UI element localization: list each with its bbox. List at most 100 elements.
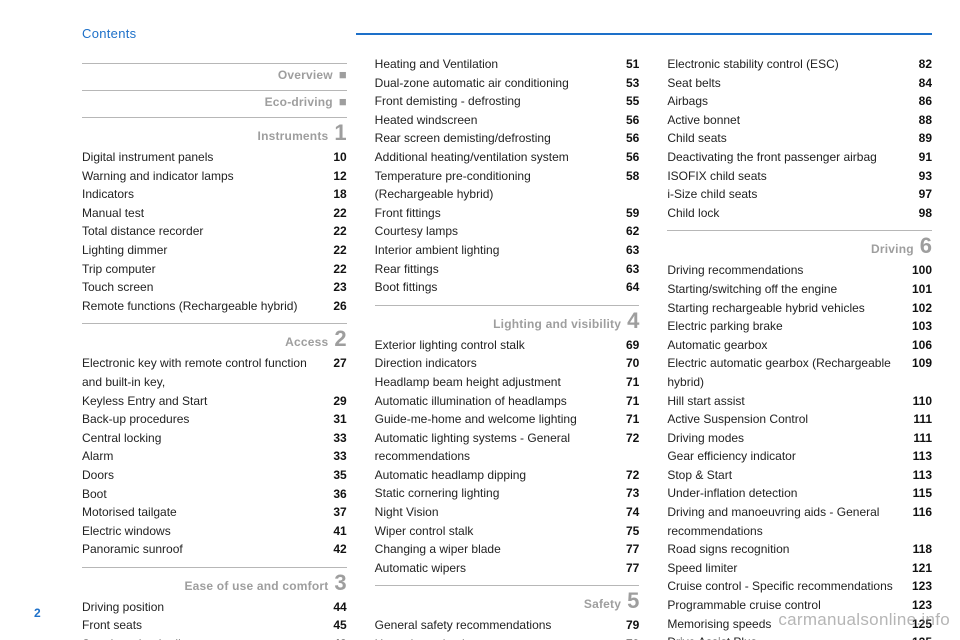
toc-label: Drive Assist Plus [667,633,906,640]
toc-label: Doors [82,466,321,485]
toc-row: Gear efficiency indicator113 [667,447,932,466]
section-number: 1 [334,122,346,144]
toc-page: 71 [613,392,639,411]
toc-page: 111 [906,429,932,448]
toc-label: Central locking [82,429,321,448]
toc-page: 73 [613,484,639,503]
toc-label: Automatic gearbox [667,336,906,355]
toc-page: 33 [321,447,347,466]
toc-label: Heating and Ventilation [375,55,614,74]
section-rule [82,567,347,568]
toc-page: 102 [906,299,932,318]
toc-page: 86 [906,92,932,111]
toc-page: 23 [321,278,347,297]
toc-row: Active bonnet88 [667,111,932,130]
toc-label: Exterior lighting control stalk [375,336,614,355]
toc-page: 22 [321,260,347,279]
section-marker-icon: ■ [339,95,347,108]
toc-label: Automatic illumination of headlamps [375,392,614,411]
toc-page: 22 [321,241,347,260]
toc-label: Cruise control - Specific recommendation… [667,577,906,596]
section-head: Lighting and visibility4 [375,310,640,332]
section-head: Ease of use and comfort3 [82,572,347,594]
toc-label: Front demisting - defrosting [375,92,614,111]
toc-row: Touch screen23 [82,278,347,297]
toc-page: 79 [613,635,639,640]
toc-page: 98 [906,204,932,223]
toc-page: 101 [906,280,932,299]
toc-label: Under-inflation detection [667,484,906,503]
toc-page: 62 [613,222,639,241]
toc-label: Additional heating/ventilation system [375,148,614,167]
toc-label: Headlamp beam height adjustment [375,373,614,392]
toc-label: Alarm [82,447,321,466]
toc-label: Manual test [82,204,321,223]
toc-page: 91 [906,148,932,167]
toc-row: Starting rechargeable hybrid vehicles102 [667,299,932,318]
toc-row: Child seats89 [667,129,932,148]
toc-row: Headlamp beam height adjustment71 [375,373,640,392]
toc-page: 44 [321,598,347,617]
toc-label: Front seats [82,616,321,635]
toc-row: i-Size child seats97 [667,185,932,204]
section-number: 3 [334,572,346,594]
toc-page: 35 [321,466,347,485]
toc-label: General safety recommendations [375,616,614,635]
section-title: Safety [584,597,621,611]
toc-label: Deactivating the front passenger airbag [667,148,906,167]
toc-page: 106 [906,336,932,355]
toc-row: Starting/switching off the engine101 [667,280,932,299]
toc-label: Interior ambient lighting [375,241,614,260]
toc-page: 63 [613,241,639,260]
toc-label: Heated windscreen [375,111,614,130]
section-title: Lighting and visibility [493,317,621,331]
toc-page: 37 [321,503,347,522]
toc-page: 118 [906,540,932,559]
toc-label: Front fittings [375,204,614,223]
toc-label: Electric automatic gearbox (Rechargeable… [667,354,906,391]
toc-page: 63 [613,260,639,279]
toc-page: 113 [906,447,932,466]
toc-row: Driving and manoeuvring aids - General r… [667,503,932,540]
toc-label: Active Suspension Control [667,410,906,429]
section-rule [82,323,347,324]
toc-label: Speed limiter [667,559,906,578]
toc-label: Total distance recorder [82,222,321,241]
toc-row: Back-up procedures31 [82,410,347,429]
section-rule [667,230,932,231]
toc-label: Motorised tailgate [82,503,321,522]
toc-page: 113 [906,466,932,485]
toc-label: Digital instrument panels [82,148,321,167]
toc-label: Hill start assist [667,392,906,411]
toc-row: Driving modes111 [667,429,932,448]
section-title: Instruments [258,129,329,143]
toc-label: Child seats [667,129,906,148]
toc-page: 116 [906,503,932,522]
toc-label: Touch screen [82,278,321,297]
toc-label: Driving recommendations [667,261,906,280]
toc-label: ISOFIX child seats [667,167,906,186]
toc-row: Alarm33 [82,447,347,466]
toc-label: Gear efficiency indicator [667,447,906,466]
page: Contents Overview■Eco-driving■Instrument… [0,0,960,640]
toc-page: 51 [613,55,639,74]
section-marker-icon: ■ [339,68,347,81]
toc-row: Deactivating the front passenger airbag9… [667,148,932,167]
toc-row: Exterior lighting control stalk69 [375,336,640,355]
toc-row: Manual test22 [82,204,347,223]
header-rule [356,33,932,35]
toc-page: 18 [321,185,347,204]
toc-row: Active Suspension Control111 [667,410,932,429]
toc-row: Wiper control stalk75 [375,522,640,541]
section-number: 2 [334,328,346,350]
toc-row: Automatic lighting systems - General rec… [375,429,640,466]
toc-page: 26 [321,297,347,316]
toc-page: 123 [906,577,932,596]
toc-row: Digital instrument panels10 [82,148,347,167]
toc-label: Night Vision [375,503,614,522]
toc-page: 125 [906,633,932,640]
toc-label: Starting rechargeable hybrid vehicles [667,299,906,318]
section-rule [375,585,640,586]
toc-row: Temperature pre-conditioning (Rechargeab… [375,167,640,204]
toc-page: 56 [613,129,639,148]
